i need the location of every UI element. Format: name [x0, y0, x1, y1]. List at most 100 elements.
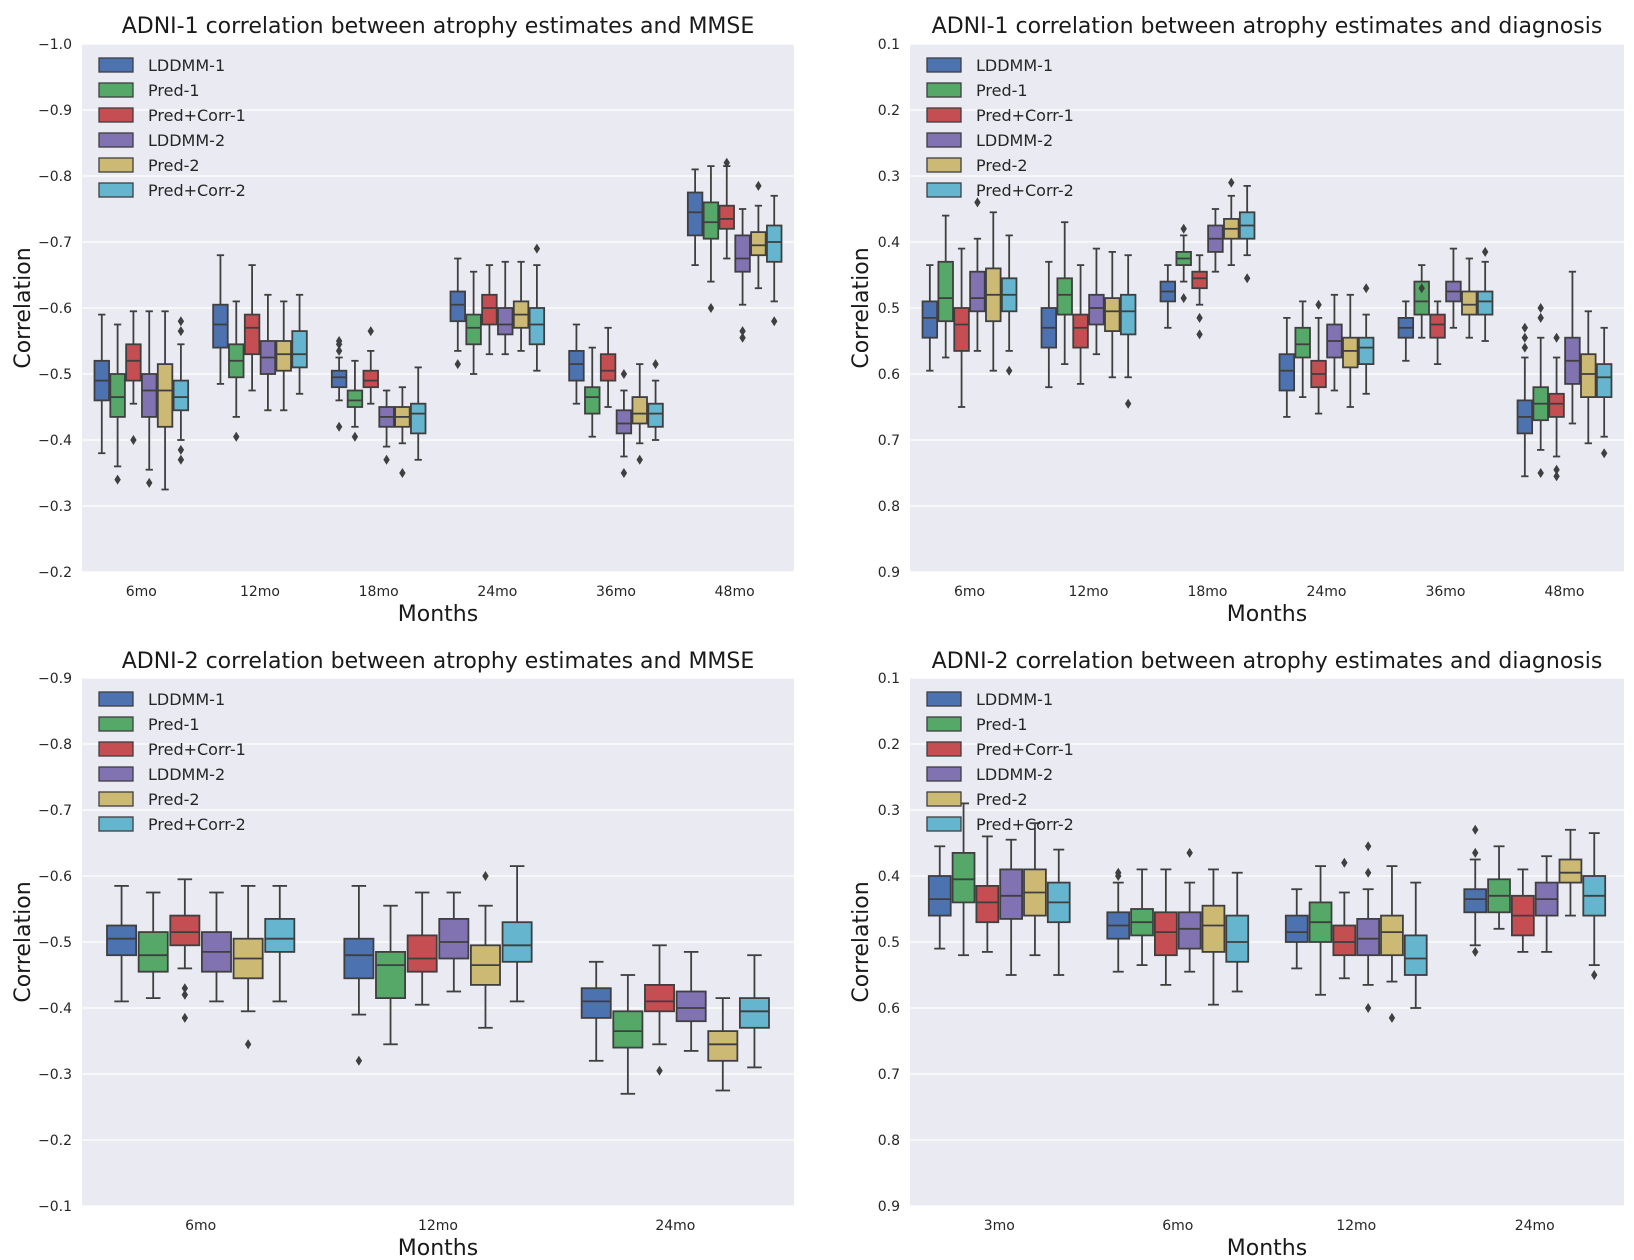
box-pred-1-12mo: [228, 300, 245, 442]
outlier-point: [1553, 464, 1560, 475]
box-iqr: [1225, 914, 1250, 963]
box-iqr: [937, 260, 954, 323]
box-iqr: [1356, 918, 1380, 957]
legend-swatch: [926, 816, 962, 832]
box-iqr: [1548, 392, 1565, 418]
x-axis-label: Months: [398, 602, 478, 627]
x-tick-label: 6mo: [185, 1218, 216, 1234]
box-iqr: [969, 270, 986, 313]
box-iqr: [953, 307, 970, 352]
legend-label: Pred-2: [148, 790, 200, 809]
outlier-point: [244, 1039, 252, 1050]
box-pred-corr-1-36mo: [1429, 300, 1446, 366]
outlier-point: [335, 421, 343, 432]
y-tick-label: 0.7: [878, 1067, 900, 1083]
y-tick-label: 0.2: [878, 103, 900, 119]
x-tick-label: 12mo: [418, 1218, 458, 1234]
legend-item: LDDMM-2: [926, 131, 1053, 150]
box-pred-1-36mo: [584, 346, 601, 438]
box-lddmm-1-36mo: [568, 323, 585, 405]
outlier-point: [707, 303, 715, 313]
box-iqr: [1294, 326, 1311, 359]
box-iqr: [169, 914, 201, 947]
box-lddmm-1-12mo: [1284, 888, 1309, 970]
box-iqr: [109, 373, 126, 418]
box-iqr: [584, 386, 601, 415]
outlier-point: [1553, 471, 1560, 482]
box-iqr: [1154, 911, 1178, 957]
box-pred-corr-1-12mo: [243, 264, 261, 392]
outlier-point: [1553, 332, 1560, 343]
box-pred-2-36mo: [631, 363, 648, 465]
x-tick-label: 12mo: [240, 584, 280, 600]
box-lddmm-2-6mo: [201, 891, 232, 1003]
box-pred-1-24mo: [612, 974, 644, 1095]
box-lddmm-1-18mo: [330, 336, 348, 432]
box-pred-2-24mo: [1342, 293, 1359, 408]
legend-label: Pred+Corr-2: [148, 181, 246, 200]
box-lddmm-1-6mo: [1106, 867, 1131, 973]
legend-swatch: [926, 691, 962, 707]
outlier-point: [1537, 303, 1544, 313]
legend-label: Pred+Corr-2: [976, 181, 1074, 200]
box-pred-2-12mo: [1380, 865, 1404, 1023]
y-tick-label: −0.3: [38, 1067, 72, 1083]
y-tick-label: −0.6: [38, 301, 72, 317]
box-lddmm-1-12mo: [343, 885, 375, 1066]
box-pred-corr-2-12mo: [1403, 881, 1428, 1009]
box-pred-1-12mo: [1308, 865, 1333, 996]
outlier-point: [367, 326, 374, 337]
legend-item: LDDMM-1: [926, 690, 1053, 709]
box-pred-2-6mo: [985, 211, 1002, 372]
box-iqr: [1413, 280, 1430, 316]
box-pred-corr-1-6mo: [1154, 868, 1178, 986]
box-pred-corr-2-12mo: [501, 865, 533, 1003]
box-iqr: [406, 934, 438, 973]
box-pred-1-48mo: [702, 165, 720, 313]
chart-title: ADNI-1 correlation between atrophy estim…: [932, 14, 1603, 39]
legend-label: Pred+Corr-1: [148, 740, 246, 759]
legend-item: Pred+Corr-2: [98, 815, 246, 834]
box-iqr: [330, 369, 348, 389]
box-pred-corr-2-48mo: [1595, 326, 1613, 459]
legend-item: Pred+Corr-1: [98, 740, 246, 759]
y-tick-label: −0.8: [38, 169, 72, 185]
y-tick-label: −1.0: [38, 37, 72, 53]
outlier-point: [739, 332, 746, 343]
y-tick-labels: 0.9 0.8 0.7 0.6 0.5 0.4 0.3 0.2 0.1: [878, 37, 900, 581]
y-axis-label: Correlation: [11, 881, 36, 1002]
box-iqr: [1380, 914, 1404, 957]
y-tick-label: 0.7: [878, 433, 900, 449]
legend-label: Pred-1: [148, 81, 200, 100]
x-tick-label: 12mo: [1336, 1218, 1376, 1234]
box-lddmm-1-48mo: [686, 168, 704, 267]
legend-item: Pred-1: [926, 715, 1028, 734]
outlier-point: [114, 474, 121, 485]
legend-label: LDDMM-2: [148, 131, 225, 150]
y-tick-label: 0.9: [878, 565, 900, 581]
box-pred-1-6mo: [1130, 868, 1154, 966]
legend-label: Pred-1: [976, 715, 1028, 734]
box-plot-marks: [921, 177, 1613, 482]
box-plot-marks: [106, 865, 770, 1095]
legend-swatch: [926, 182, 962, 198]
outlier-point: [1115, 871, 1122, 881]
box-pred-2-3mo: [1023, 822, 1047, 957]
box-lddmm-1-18mo: [1159, 264, 1177, 329]
legend-label: Pred+Corr-2: [148, 815, 246, 834]
y-tick-label: −0.5: [38, 367, 72, 383]
outlier-point: [454, 359, 461, 370]
outlier-point: [1364, 867, 1372, 878]
outlier-point: [1005, 365, 1013, 376]
box-iqr: [465, 313, 482, 346]
legend-label: LDDMM-2: [148, 765, 225, 784]
box-pred-corr-2-6mo: [172, 316, 190, 465]
y-axis-label: Correlation: [849, 881, 874, 1002]
box-iqr: [481, 293, 498, 326]
box-iqr: [1342, 336, 1359, 369]
outlier-point: [335, 336, 343, 346]
outlier-point: [146, 477, 153, 488]
y-tick-label: 0.5: [878, 301, 900, 317]
outlier-point: [1243, 273, 1251, 284]
legend-label: LDDMM-1: [976, 56, 1053, 75]
